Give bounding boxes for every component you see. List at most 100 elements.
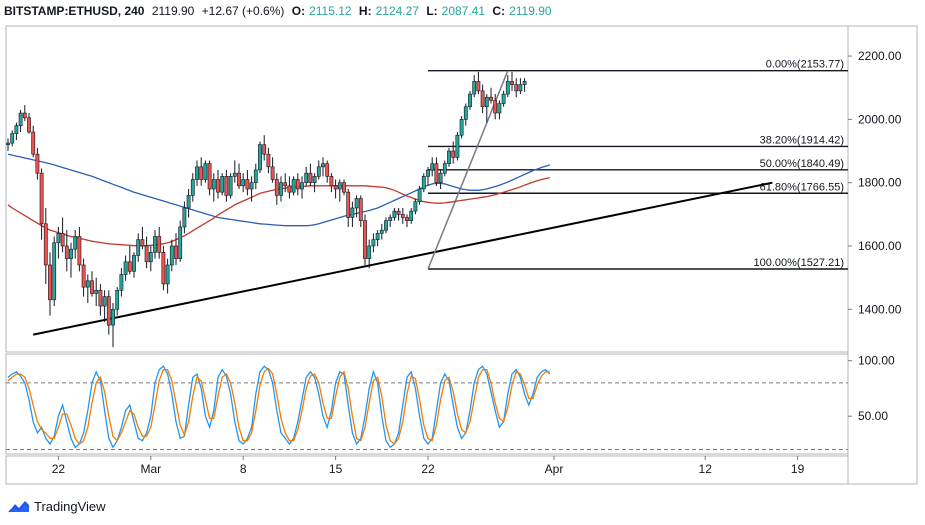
candle[interactable] — [144, 236, 149, 269]
candle[interactable] — [161, 245, 166, 291]
candle[interactable] — [426, 166, 430, 186]
candle[interactable] — [505, 75, 510, 98]
candle[interactable] — [241, 173, 246, 193]
candle[interactable] — [321, 157, 325, 177]
candle[interactable] — [207, 160, 212, 196]
candle[interactable] — [459, 116, 464, 139]
candle[interactable] — [94, 277, 99, 307]
candle[interactable] — [367, 239, 372, 269]
candle[interactable] — [106, 290, 111, 335]
candle[interactable] — [249, 176, 254, 202]
candle[interactable] — [10, 130, 15, 147]
candle[interactable] — [480, 84, 485, 114]
candle[interactable] — [279, 176, 283, 202]
candle[interactable] — [300, 176, 304, 199]
candle[interactable] — [262, 135, 267, 161]
candle[interactable] — [371, 233, 376, 253]
candle[interactable] — [405, 214, 409, 227]
candle[interactable] — [287, 176, 292, 199]
candle[interactable] — [85, 274, 90, 303]
candle[interactable] — [90, 271, 94, 297]
candle[interactable] — [203, 160, 208, 183]
candle[interactable] — [216, 170, 220, 199]
candle[interactable] — [270, 157, 275, 183]
candle[interactable] — [417, 185, 422, 205]
candle[interactable] — [228, 173, 233, 199]
candle[interactable] — [400, 207, 405, 224]
candle[interactable] — [178, 220, 183, 262]
candle[interactable] — [463, 103, 468, 126]
candle[interactable] — [27, 113, 31, 134]
candle[interactable] — [358, 195, 363, 227]
candle[interactable] — [392, 207, 397, 221]
candle[interactable] — [22, 105, 27, 121]
candle[interactable] — [77, 226, 82, 272]
candle[interactable] — [274, 173, 279, 205]
candle[interactable] — [316, 160, 321, 180]
candle[interactable] — [48, 252, 52, 316]
candle[interactable] — [489, 87, 493, 104]
candle[interactable] — [493, 94, 498, 120]
candle[interactable] — [379, 223, 384, 240]
candle[interactable] — [224, 170, 229, 202]
candle[interactable] — [308, 163, 313, 186]
candle[interactable] — [81, 258, 86, 297]
candle[interactable] — [518, 78, 523, 95]
candle[interactable] — [169, 239, 174, 272]
candle[interactable] — [111, 302, 115, 348]
candle[interactable] — [98, 283, 103, 316]
candle[interactable] — [64, 230, 69, 272]
candle[interactable] — [43, 207, 48, 284]
candle[interactable] — [199, 157, 204, 186]
candle[interactable] — [127, 245, 132, 275]
candle[interactable] — [451, 141, 456, 164]
candle[interactable] — [136, 233, 141, 262]
candle[interactable] — [295, 173, 300, 196]
candle[interactable] — [102, 290, 107, 322]
candle[interactable] — [237, 163, 241, 189]
candle[interactable] — [312, 173, 317, 193]
candle[interactable] — [434, 157, 439, 186]
candle[interactable] — [123, 255, 128, 281]
candle[interactable] — [413, 198, 418, 215]
candle[interactable] — [39, 168, 44, 240]
candle[interactable] — [18, 109, 23, 133]
candle[interactable] — [325, 160, 330, 183]
candle[interactable] — [253, 163, 258, 189]
candle[interactable] — [484, 94, 489, 123]
candle[interactable] — [384, 217, 388, 234]
candle[interactable] — [14, 122, 19, 140]
candle[interactable] — [468, 90, 472, 110]
candle[interactable] — [132, 252, 136, 278]
candle[interactable] — [291, 176, 296, 196]
candle[interactable] — [430, 157, 435, 177]
candle[interactable] — [447, 147, 451, 167]
candle[interactable] — [409, 207, 414, 224]
candle[interactable] — [73, 230, 78, 259]
candle[interactable] — [337, 179, 342, 202]
candle[interactable] — [329, 173, 334, 193]
candle[interactable] — [501, 90, 506, 107]
candle[interactable] — [115, 287, 120, 316]
candle[interactable] — [245, 170, 250, 196]
candle[interactable] — [346, 189, 351, 227]
candle[interactable] — [186, 189, 191, 218]
candle[interactable] — [182, 201, 187, 234]
candle[interactable] — [140, 226, 145, 250]
candle[interactable] — [69, 242, 73, 278]
candle[interactable] — [396, 207, 401, 221]
candle[interactable] — [6, 138, 10, 152]
candle[interactable] — [190, 173, 195, 202]
candle[interactable] — [354, 195, 359, 218]
symbol-label[interactable]: BITSTAMP:ETHUSD, 240 — [4, 4, 145, 18]
candle[interactable] — [350, 201, 355, 227]
candle[interactable] — [211, 173, 216, 202]
candle[interactable] — [363, 214, 367, 265]
candle[interactable] — [472, 75, 477, 98]
candle[interactable] — [195, 160, 199, 186]
candle[interactable] — [266, 147, 271, 174]
candle[interactable] — [522, 78, 527, 92]
candle[interactable] — [388, 214, 393, 227]
candle[interactable] — [497, 100, 502, 120]
candle[interactable] — [442, 160, 447, 177]
